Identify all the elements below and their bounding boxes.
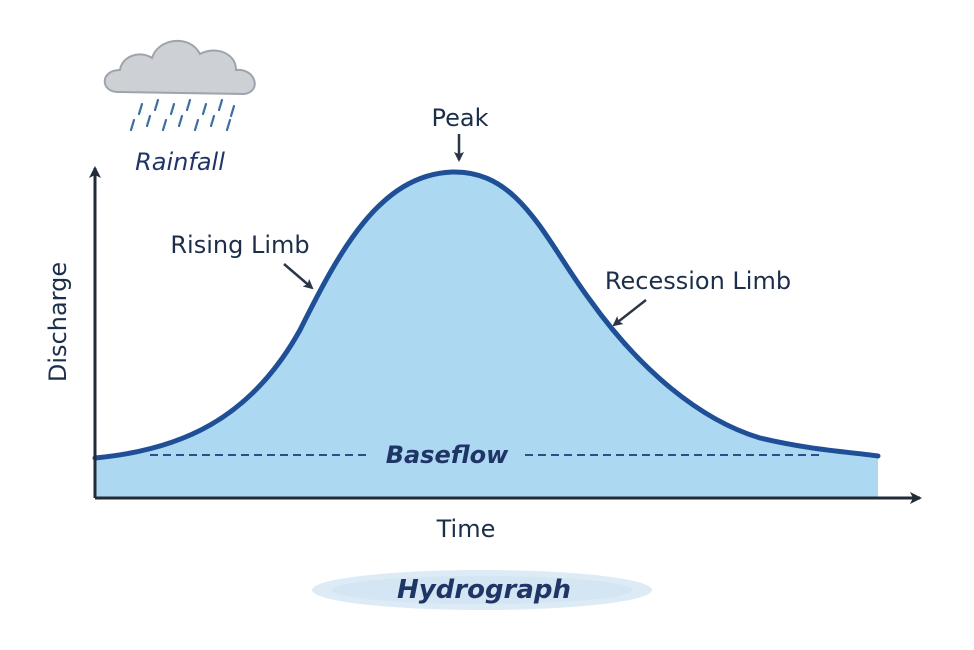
rising-limb-label: Rising Limb xyxy=(170,231,309,259)
title-banner xyxy=(312,570,652,610)
recession-limb-label: Recession Limb xyxy=(605,267,791,295)
peak-label: Peak xyxy=(432,104,489,132)
recession-limb-arrow xyxy=(612,299,647,327)
rising-limb-arrow xyxy=(283,263,314,290)
baseflow-label: Baseflow xyxy=(386,441,509,469)
hydrograph-fill xyxy=(95,171,878,498)
x-axis-label: Time xyxy=(436,515,496,543)
rain-cloud-icon xyxy=(103,39,256,132)
hydrograph-curve xyxy=(92,169,881,461)
y-axis-label: Discharge xyxy=(44,262,72,382)
rainfall-label: Rainfall xyxy=(135,148,225,176)
diagram-title: Hydrograph xyxy=(397,575,571,605)
